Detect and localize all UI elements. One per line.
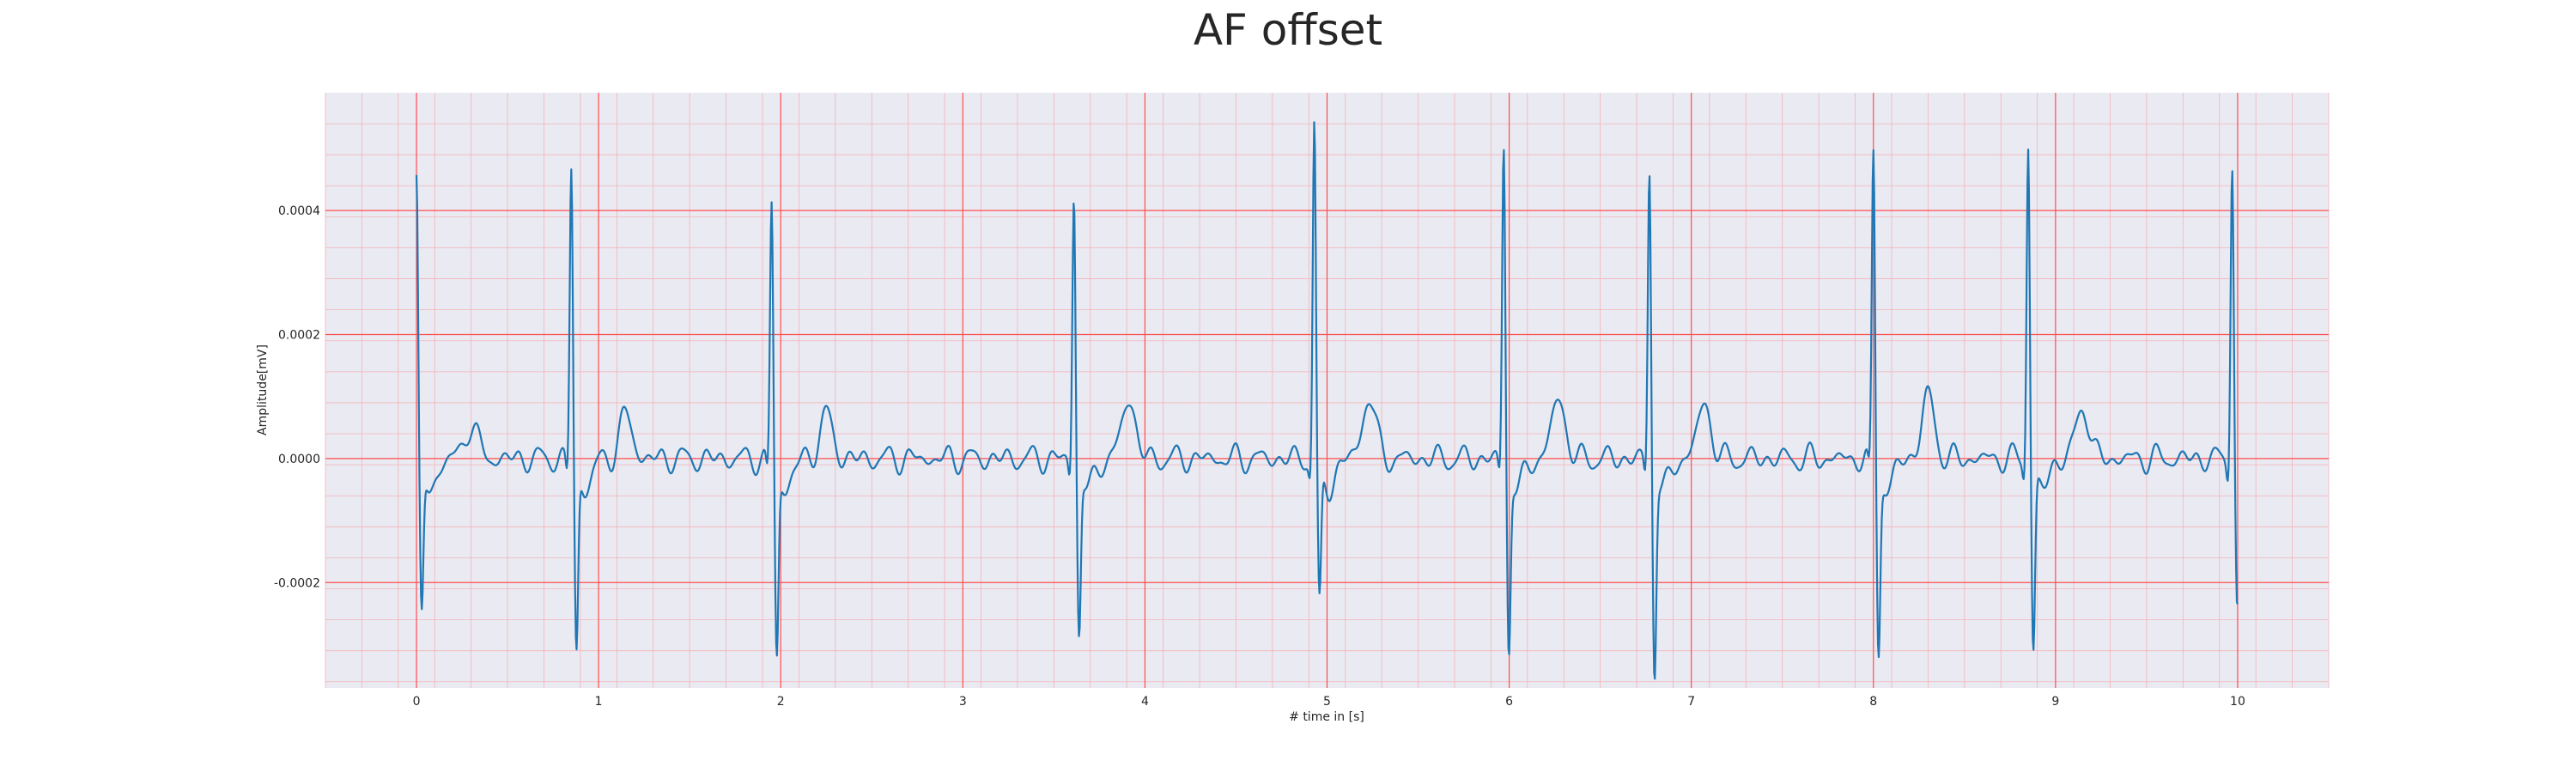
y-tick-label: 0.0002 xyxy=(278,329,320,343)
x-tick-label: 0 xyxy=(413,695,421,709)
x-tick-label: 8 xyxy=(1869,695,1877,709)
x-tick-label: 9 xyxy=(2051,695,2059,709)
x-tick-label: 6 xyxy=(1505,695,1513,709)
x-tick-label: 2 xyxy=(777,695,785,709)
y-tick-label: 0.0004 xyxy=(278,204,320,218)
ecg-series-line xyxy=(415,121,2239,680)
y-axis-ticks: -0.0002 0.0000 0.0002 0.0004 xyxy=(274,204,320,590)
x-axis-ticks: 0 1 2 3 4 5 6 7 8 9 10 xyxy=(413,695,2245,709)
major-grid xyxy=(325,93,2329,688)
x-tick-label: 10 xyxy=(2230,695,2245,709)
x-tick-label: 4 xyxy=(1141,695,1149,709)
x-axis-label: # time in [s] xyxy=(1289,710,1364,724)
y-axis-label: Amplitude[mV] xyxy=(256,344,270,435)
chart-title: AF offset xyxy=(1193,5,1383,55)
x-tick-label: 5 xyxy=(1323,695,1331,709)
x-tick-label: 7 xyxy=(1687,695,1695,709)
x-tick-label: 1 xyxy=(595,695,603,709)
y-tick-label: 0.0000 xyxy=(278,453,320,466)
series-layer xyxy=(415,121,2239,680)
y-tick-label: -0.0002 xyxy=(274,576,320,590)
x-tick-label: 3 xyxy=(959,695,967,709)
